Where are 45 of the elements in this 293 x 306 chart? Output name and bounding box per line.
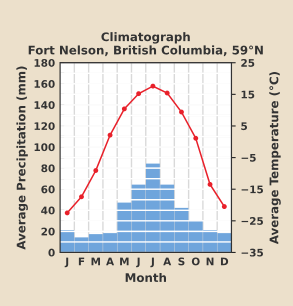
y-tick-label: 20 (42, 228, 55, 236)
y-tick-label: 80 (41, 164, 55, 172)
x-tick-label: M (92, 258, 100, 266)
y-tick-label: 140 (34, 101, 55, 109)
x-tick-label: J (150, 258, 154, 268)
y2-tick-label: 25 (241, 58, 254, 67)
point (108, 132, 112, 138)
point (122, 106, 127, 112)
y-tick-label: 100 (34, 143, 55, 152)
point (79, 194, 84, 200)
x-tick-label: M (120, 258, 129, 266)
x-tick-label: F (78, 258, 84, 266)
x-tick-label: J (64, 258, 68, 268)
y2-tick-label: 5 (241, 122, 248, 130)
x-tick-label: S (178, 257, 184, 266)
chart-title: Climatograph Fort Nelson, British Columbia, 59°N (28, 32, 263, 56)
y2-axis-title: Average Temperature (°C) (269, 72, 281, 244)
x-tick-label: N (206, 258, 214, 266)
point (136, 91, 142, 96)
x-axis-title: Month (126, 272, 166, 282)
y-tick-label: 0 (48, 248, 55, 257)
point (179, 110, 184, 114)
point (164, 90, 170, 96)
y2-tick-label: −5 (242, 154, 256, 162)
y-tick-label: 60 (41, 185, 55, 194)
y-tick-label: 180 (34, 58, 55, 67)
point (193, 136, 198, 141)
y2-tick-label: −25 (242, 217, 263, 225)
y2-tick-label: 15 (242, 90, 254, 98)
y2-tick-label: −15 (242, 186, 263, 194)
x-tick-label: A (106, 258, 114, 266)
x-tick-label: A (163, 258, 172, 266)
point (93, 168, 98, 173)
point (64, 210, 70, 216)
point (208, 182, 212, 187)
y-tick-label: 40 (41, 206, 55, 214)
y-axis-title: Average Precipitation (mm) (16, 66, 28, 250)
x-tick-label: J (136, 258, 140, 268)
point (222, 204, 227, 210)
x-tick-label: O (192, 257, 200, 266)
y2-tick-label: −35 (242, 248, 263, 257)
y-tick-label: 120 (34, 122, 55, 130)
y-tick-label: 160 (34, 80, 55, 88)
x-tick-label: D (220, 258, 228, 266)
point (150, 84, 156, 89)
